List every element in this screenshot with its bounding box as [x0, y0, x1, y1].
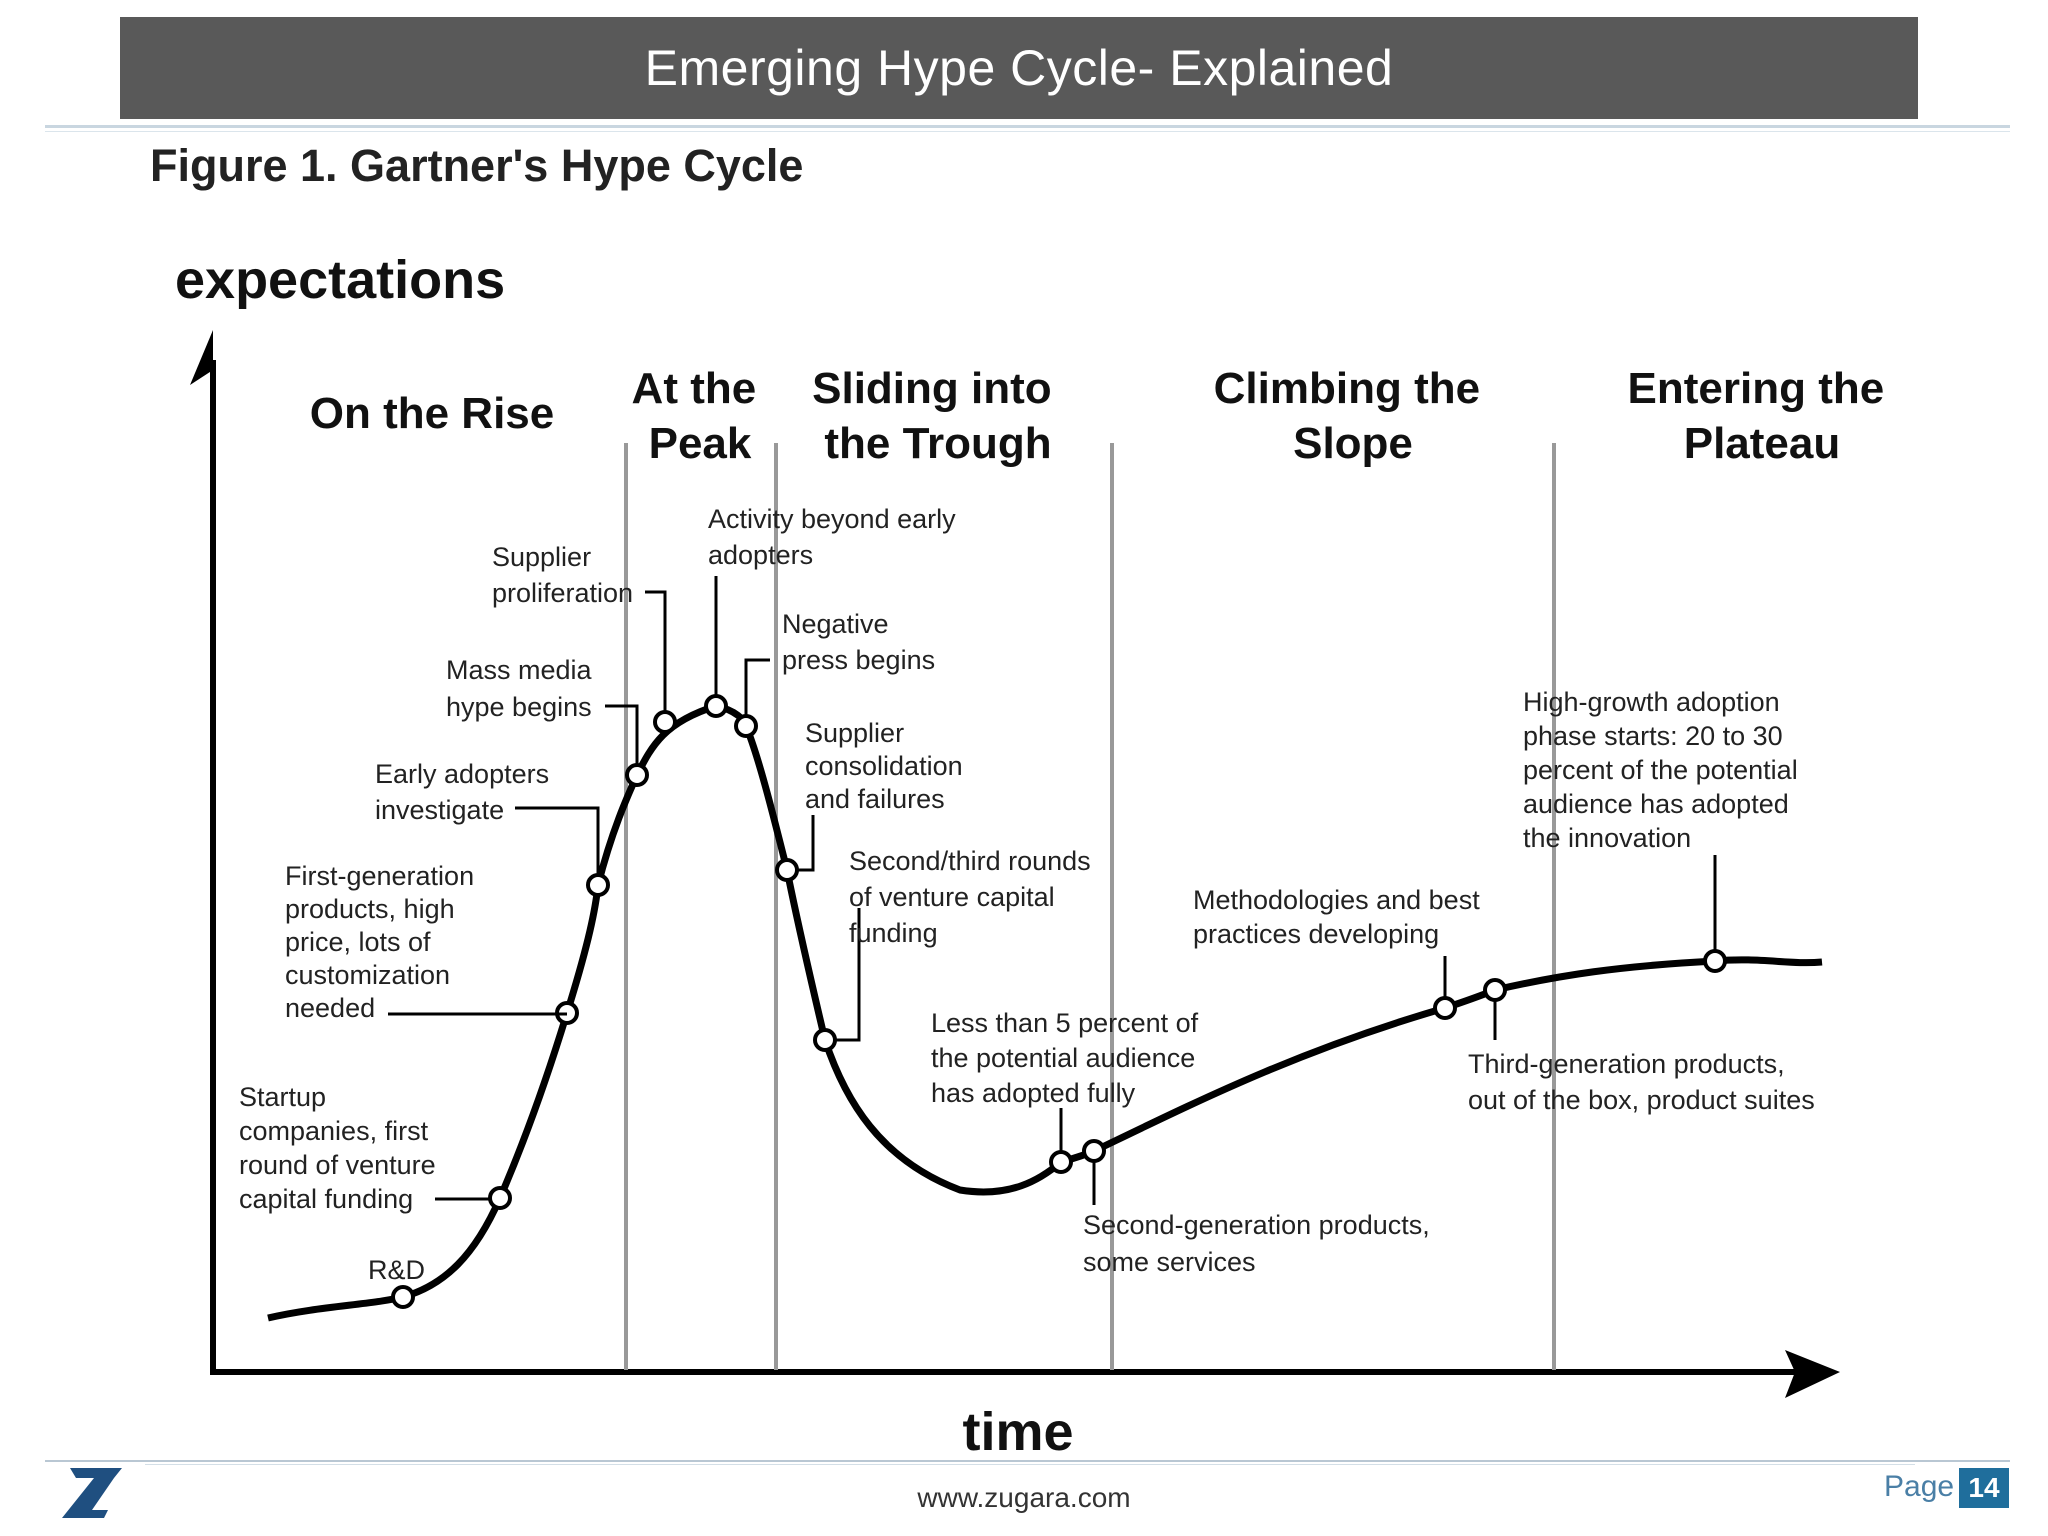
annotation-first-gen: First-generation products, high price, l…	[285, 861, 482, 1023]
footer-url[interactable]: www.zugara.com	[917, 1482, 1131, 1513]
annotation-supplier-prolif: Supplier proliferation	[492, 542, 633, 608]
leader-lines	[388, 576, 1717, 1205]
marker-rd	[391, 1285, 415, 1309]
annotation-third-gen: Third-generation products, out of the bo…	[1468, 1049, 1815, 1115]
annotation-mass-media: Mass media hype begins	[446, 655, 599, 722]
marker-methodologies	[1433, 996, 1457, 1020]
y-axis-label: expectations	[175, 250, 505, 310]
phase-at-the-peak: At the Peak	[632, 364, 769, 468]
figure-title: Figure 1. Gartner's Hype Cycle	[150, 140, 804, 191]
annotation-second-third: Second/third rounds of venture capital f…	[849, 846, 1098, 948]
marker-supplier-prolif	[653, 710, 677, 734]
phase-entering-the-plateau: Entering the Plateau	[1628, 364, 1897, 468]
axes	[190, 330, 1840, 1398]
marker-mass-media	[625, 763, 649, 787]
marker-startup	[488, 1186, 512, 1210]
annotation-activity: Activity beyond early adopters	[708, 504, 963, 570]
phase-on-the-rise: On the Rise	[310, 389, 555, 438]
header-divider-thin	[45, 131, 2010, 132]
marker-negative-press	[734, 714, 758, 738]
marker-less-than-5	[1049, 1150, 1073, 1174]
curve-markers	[391, 694, 1727, 1309]
annotation-methodologies: Methodologies and best practices develop…	[1193, 885, 1487, 949]
header-divider	[45, 125, 2010, 128]
marker-third-gen	[1483, 978, 1507, 1002]
marker-activity	[704, 694, 728, 718]
phase-separators	[624, 443, 1556, 1370]
marker-second-gen	[1082, 1139, 1106, 1163]
marker-supplier-consol	[775, 858, 799, 882]
marker-second-third	[813, 1028, 837, 1052]
annotation-startup: Startup companies, first round of ventur…	[239, 1082, 443, 1214]
annotation-second-gen: Second-generation products, some service…	[1083, 1210, 1437, 1277]
zugara-logo-icon	[62, 1468, 122, 1518]
page-number-badge: 14	[1959, 1468, 2009, 1508]
annotation-high-growth: High-growth adoption phase starts: 20 to…	[1523, 687, 1805, 853]
annotation-less-than-5: Less than 5 percent of the potential aud…	[931, 1008, 1206, 1108]
footer-divider-thin	[145, 1464, 1915, 1465]
slide-title: Emerging Hype Cycle- Explained	[120, 17, 1918, 119]
y-axis-arrow-icon	[190, 330, 213, 385]
annotation-negative-press: Negative press begins	[782, 609, 935, 675]
x-axis-label: time	[962, 1402, 1073, 1462]
annotation-early-adopters: Early adopters investigate	[375, 759, 557, 825]
annotation-rd: R&D	[368, 1255, 425, 1285]
marker-high-growth	[1703, 949, 1727, 973]
footer-divider	[45, 1460, 2010, 1462]
phase-climbing-the-slope: Climbing the Slope	[1214, 364, 1493, 468]
marker-early-adopters	[586, 873, 610, 897]
annotation-supplier-consol: Supplier consolidation and failures	[805, 718, 970, 814]
phase-sliding-into-trough: Sliding into the Trough	[812, 364, 1064, 468]
x-axis-arrow-icon	[1785, 1350, 1840, 1398]
page-label: Page	[1884, 1470, 1955, 1503]
